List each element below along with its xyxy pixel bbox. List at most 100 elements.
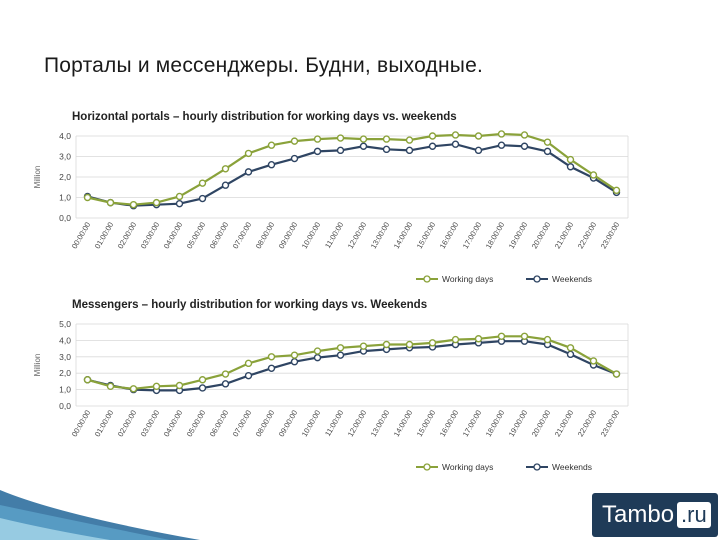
messengers-x-tick-label: 14:00:00 [392, 409, 414, 439]
portals-point-working-days [428, 132, 437, 140]
portals-x-tick-label: 06:00:00 [208, 221, 230, 251]
portals-point-weekends [313, 147, 322, 156]
messengers-x-tick-label: 21:00:00 [553, 409, 575, 439]
portals-y-tick-label: 1,0 [59, 193, 71, 203]
portals-chart-svg: Horizontal portals – hourly distribution… [33, 111, 629, 284]
portals-point-working-days [175, 192, 184, 201]
messengers-x-tick-label: 02:00:00 [116, 409, 138, 439]
messengers-x-tick-label: 19:00:00 [507, 409, 529, 439]
portals-x-tick-label: 13:00:00 [369, 221, 391, 251]
messengers-point-weekends [267, 364, 276, 372]
portals-x-tick-label: 02:00:00 [116, 221, 138, 251]
portals-point-weekends [497, 141, 506, 149]
messengers-point-working-days [520, 332, 529, 340]
portals-point-weekends [175, 199, 184, 208]
messengers-point-weekends [566, 350, 575, 359]
portals-point-working-days [451, 131, 460, 139]
portals-x-tick-label: 12:00:00 [346, 221, 368, 251]
messengers-x-tick-label: 18:00:00 [484, 409, 506, 439]
messengers-y-tick-label: 4,0 [59, 335, 71, 345]
messengers-point-working-days [428, 339, 437, 347]
portals-point-weekends [451, 140, 460, 148]
messengers-chart: Messengers – hourly distribution for wor… [28, 288, 638, 478]
messengers-point-working-days [451, 335, 460, 344]
portals-x-tick-label: 00:00:00 [70, 221, 92, 251]
portals-x-tick-label: 20:00:00 [530, 221, 552, 251]
messengers-point-working-days [497, 332, 506, 340]
portals-point-working-days [313, 135, 322, 143]
portals-point-working-days [244, 149, 253, 158]
portals-point-working-days [359, 135, 368, 143]
portals-x-tick-label: 21:00:00 [553, 221, 575, 251]
messengers-x-tick-label: 03:00:00 [139, 409, 161, 439]
portals-x-tick-label: 08:00:00 [254, 221, 276, 251]
portals-point-weekends [520, 142, 529, 150]
portals-x-tick-label: 01:00:00 [93, 221, 115, 251]
messengers-legend-label: Working days [442, 462, 493, 472]
portals-point-working-days [106, 198, 115, 207]
logo-main-text: Tambo [602, 501, 675, 528]
messengers-y-tick-label: 0,0 [59, 401, 71, 411]
portals-point-weekends [428, 142, 437, 150]
portals-x-tick-label: 05:00:00 [185, 221, 207, 251]
portals-x-tick-label: 10:00:00 [300, 221, 322, 251]
messengers-point-working-days [152, 382, 161, 391]
portals-point-working-days [405, 136, 414, 144]
messengers-x-tick-label: 16:00:00 [438, 409, 460, 439]
portals-point-working-days [129, 200, 138, 209]
portals-point-weekends [543, 147, 552, 156]
portals-point-working-days [382, 135, 391, 143]
decorative-wave [0, 490, 200, 540]
messengers-x-tick-label: 04:00:00 [162, 409, 184, 439]
portals-point-weekends [244, 168, 253, 176]
messengers-point-weekends [313, 353, 322, 362]
portals-point-working-days [221, 165, 230, 173]
messengers-point-weekends [290, 358, 299, 366]
portals-x-tick-label: 16:00:00 [438, 221, 460, 251]
messengers-point-working-days [313, 347, 322, 355]
portals-x-tick-label: 11:00:00 [323, 221, 345, 250]
messengers-point-working-days [175, 381, 184, 390]
portals-point-weekends [198, 194, 207, 203]
messengers-point-weekends [221, 380, 230, 388]
portals-x-tick-label: 17:00:00 [461, 221, 483, 251]
portals-series-line-working-days [87, 132, 618, 206]
messengers-point-working-days [198, 376, 207, 384]
portals-legend-label: Working days [442, 274, 493, 284]
portals-x-tick-label: 22:00:00 [576, 221, 598, 251]
messengers-x-tick-label: 07:00:00 [231, 409, 253, 439]
portals-point-working-days [152, 198, 161, 207]
portals-legend-swatch-marker [533, 275, 541, 283]
messengers-legend-label: Weekends [552, 462, 592, 472]
portals-legend-label: Weekends [552, 274, 592, 284]
portals-point-working-days [336, 134, 345, 142]
portals-x-tick-label: 14:00:00 [392, 221, 414, 251]
messengers-point-weekends [336, 351, 345, 359]
messengers-x-tick-label: 06:00:00 [208, 409, 230, 439]
messengers-legend-swatch-marker [423, 463, 431, 471]
portals-point-weekends [566, 163, 575, 171]
messengers-chart-svg: Messengers – hourly distribution for wor… [33, 299, 629, 472]
portals-y-tick-label: 2,0 [59, 172, 71, 182]
portals-point-working-days [474, 132, 483, 140]
messengers-x-tick-label: 23:00:00 [599, 409, 621, 439]
messengers-x-tick-label: 00:00:00 [70, 409, 92, 439]
messengers-point-working-days [359, 342, 368, 350]
messengers-x-tick-label: 17:00:00 [461, 409, 483, 439]
portals-point-working-days [290, 137, 299, 145]
portals-point-working-days [497, 130, 506, 138]
portals-x-tick-label: 23:00:00 [599, 221, 621, 251]
messengers-y-tick-label: 1,0 [59, 385, 71, 395]
messengers-point-working-days [612, 370, 621, 378]
messengers-x-tick-label: 09:00:00 [277, 409, 299, 439]
portals-x-tick-label: 07:00:00 [231, 221, 253, 251]
portals-point-working-days [612, 186, 621, 195]
portals-point-weekends [336, 146, 345, 155]
messengers-point-working-days [382, 340, 391, 349]
portals-y-tick-label: 4,0 [59, 131, 71, 141]
portals-x-tick-label: 19:00:00 [507, 221, 529, 251]
portals-point-weekends [290, 154, 299, 163]
messengers-series-line-working-days [87, 335, 618, 390]
messengers-point-working-days [474, 335, 483, 343]
portals-point-working-days [83, 193, 92, 202]
